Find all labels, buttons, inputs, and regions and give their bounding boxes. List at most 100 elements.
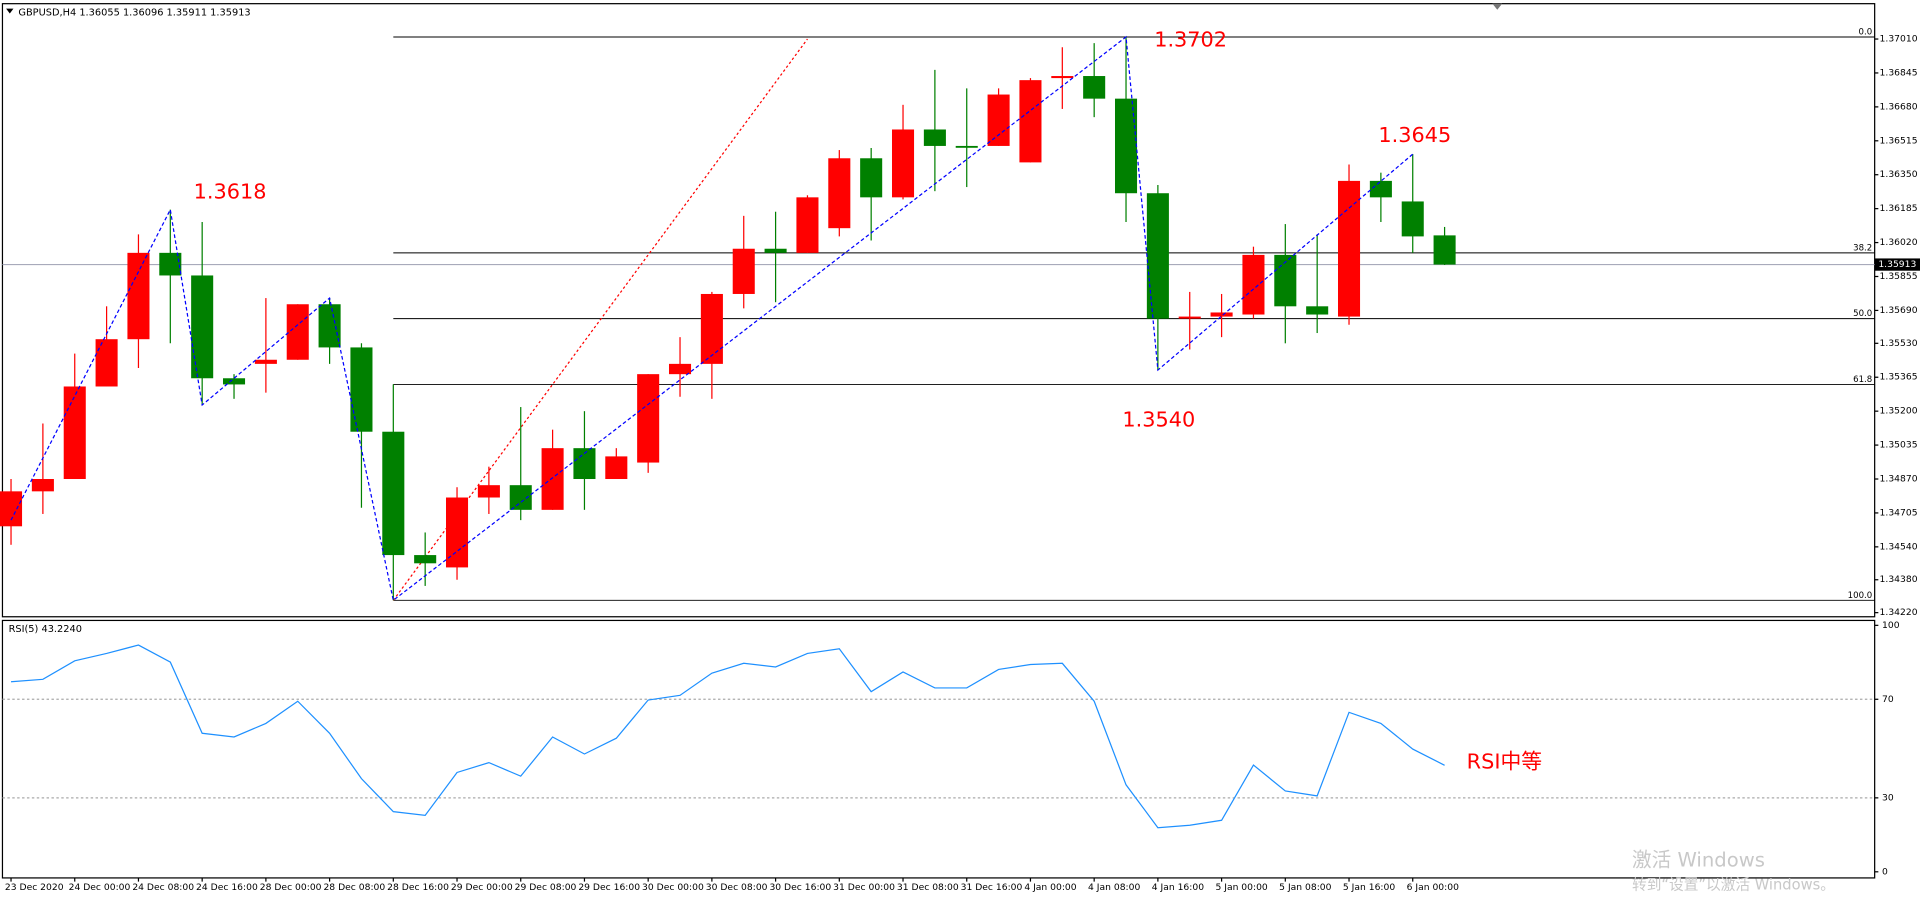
y-tick-label: 1.35200	[1880, 406, 1918, 417]
y-tick-label: 30	[1882, 792, 1894, 803]
candle-body	[222, 378, 246, 385]
candle-body	[127, 252, 150, 340]
candle-body	[95, 339, 118, 387]
x-tick-label: 24 Dec 16:00	[196, 882, 258, 893]
y-tick-label: 1.35855	[1880, 271, 1918, 282]
candle-body	[1369, 180, 1392, 198]
y-tick-label: 1.35530	[1880, 338, 1918, 349]
x-tick-label: 31 Dec 00:00	[833, 882, 895, 893]
y-tick-label: 1.36845	[1880, 67, 1918, 78]
y-tick-label: 100	[1882, 620, 1900, 631]
candle-body	[191, 275, 214, 379]
x-tick-label: 30 Dec 00:00	[642, 882, 704, 893]
candle-body	[0, 491, 23, 527]
x-tick-label: 5 Jan 08:00	[1279, 882, 1331, 893]
candle-body	[955, 145, 978, 148]
annotation: 1.3645	[1378, 123, 1451, 147]
fib-level-label: 61.8	[1853, 375, 1872, 385]
candle-body	[1178, 316, 1201, 319]
x-tick-label: 23 Dec 2020	[5, 882, 64, 893]
candle-body	[860, 158, 883, 198]
candle-body	[732, 248, 755, 294]
x-tick-label: 30 Dec 08:00	[706, 882, 768, 893]
candle-body	[286, 304, 309, 360]
main-panel-frame	[1, 3, 1876, 618]
x-tick-label: 29 Dec 00:00	[451, 882, 513, 893]
x-tick-label: 29 Dec 16:00	[578, 882, 640, 893]
x-tick-label: 31 Dec 16:00	[961, 882, 1023, 893]
fib-level-label: 50.0	[1853, 309, 1872, 319]
rsi-title: RSI(5) 43.2240	[9, 624, 82, 635]
x-tick-label: 4 Jan 16:00	[1152, 882, 1204, 893]
candle-body	[1433, 235, 1456, 265]
candle-body	[923, 129, 946, 146]
candle-body	[414, 555, 437, 564]
y-tick-label: 1.35690	[1880, 305, 1918, 316]
rsi-annotation: RSI中等	[1467, 750, 1542, 774]
y-tick-label: 1.34870	[1880, 474, 1918, 485]
x-tick-label: 28 Dec 08:00	[323, 882, 385, 893]
y-tick-label: 1.34220	[1880, 607, 1918, 618]
annotation: 1.3618	[194, 180, 267, 204]
x-tick-label: 24 Dec 08:00	[132, 882, 194, 893]
candle-body	[1210, 312, 1233, 317]
x-tick-label: 28 Dec 00:00	[260, 882, 322, 893]
candle-body	[1306, 306, 1329, 315]
candle-body	[987, 94, 1010, 146]
rsi-panel-frame	[1, 619, 1876, 879]
candle-body	[637, 374, 660, 463]
candle-body	[668, 363, 692, 375]
chart-title: GBPUSD,H4 1.36055 1.36096 1.35911 1.3591…	[18, 7, 250, 18]
candle-body	[445, 497, 469, 568]
candle-body	[159, 252, 182, 276]
x-tick-label: 31 Dec 08:00	[897, 882, 959, 893]
x-tick-label: 28 Dec 16:00	[387, 882, 449, 893]
candle-body	[1114, 98, 1138, 194]
candle-body	[31, 479, 54, 492]
title-marker	[6, 8, 14, 14]
y-tick-label: 1.36350	[1880, 169, 1918, 180]
candle-body	[1242, 254, 1265, 315]
candle-body	[63, 386, 86, 480]
y-tick-label: 1.37010	[1880, 34, 1918, 45]
candle-body	[1337, 180, 1361, 317]
y-tick-label: 1.35035	[1880, 440, 1918, 451]
rsi-line	[10, 644, 1445, 829]
y-tick-label: 1.36185	[1880, 203, 1918, 214]
candle-body	[1051, 76, 1074, 79]
candle-body	[891, 129, 915, 198]
candle-body	[1083, 76, 1106, 99]
y-tick-label: 1.36680	[1880, 101, 1918, 112]
current-price-label: 1.35913	[1878, 259, 1916, 270]
candle-body	[605, 456, 628, 480]
candle-body	[318, 304, 341, 348]
candle-body	[828, 158, 851, 229]
y-tick-label: 1.36515	[1880, 135, 1918, 146]
watermark-subtitle: 转到“设置”以激活 Windows。	[1632, 876, 1835, 893]
candle-body	[796, 197, 819, 253]
candle-body	[700, 293, 723, 364]
x-tick-label: 30 Dec 16:00	[769, 882, 831, 893]
y-tick-label: 1.36020	[1880, 237, 1918, 248]
candle-body	[1401, 201, 1424, 237]
fib-level-label: 100.0	[1848, 591, 1873, 601]
y-tick-label: 0	[1882, 866, 1888, 877]
fib-level-label: 38.2	[1853, 243, 1872, 253]
x-tick-label: 4 Jan 00:00	[1024, 882, 1076, 893]
current-price-tag	[1874, 258, 1920, 271]
y-tick-label: 1.35365	[1880, 372, 1918, 383]
x-tick-label: 4 Jan 08:00	[1088, 882, 1140, 893]
y-tick-label: 1.34540	[1880, 541, 1918, 552]
zigzag-line	[10, 35, 1414, 602]
y-tick-label: 70	[1882, 694, 1894, 705]
candle-body	[1019, 80, 1042, 163]
annotation: 1.3702	[1154, 27, 1227, 51]
candle-body	[509, 485, 532, 510]
candle-body	[477, 485, 500, 498]
watermark-title: 激活 Windows	[1632, 848, 1765, 871]
candle-body	[382, 431, 405, 556]
candle-body	[541, 448, 564, 510]
x-tick-label: 5 Jan 00:00	[1215, 882, 1267, 893]
candle-body	[1146, 193, 1169, 319]
